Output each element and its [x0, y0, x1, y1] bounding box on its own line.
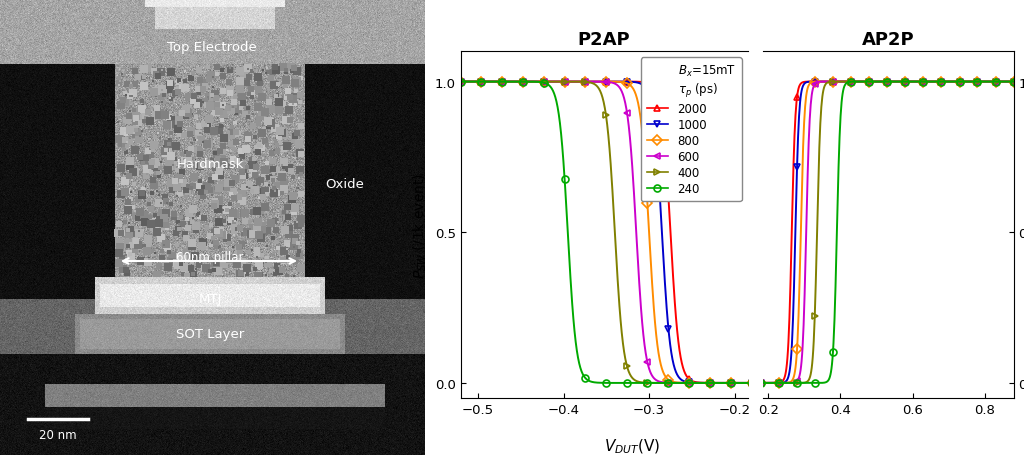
Text: 60nm pillar: 60nm pillar — [176, 251, 244, 264]
Legend: $B_x$=15mT, $\tau_p$ (ps), 2000, 1000, 800, 600, 400, 240: $B_x$=15mT, $\tau_p$ (ps), 2000, 1000, 8… — [641, 58, 741, 202]
Title: AP2P: AP2P — [862, 31, 914, 50]
Text: Oxide: Oxide — [326, 178, 365, 191]
Y-axis label: $P_{SW}$ (/1k event): $P_{SW}$ (/1k event) — [412, 172, 429, 278]
Text: Top Electrode: Top Electrode — [167, 41, 257, 55]
Text: MTJ: MTJ — [199, 293, 221, 306]
Title: P2AP: P2AP — [578, 31, 631, 50]
Text: Hardmask: Hardmask — [176, 158, 244, 171]
Text: $V_{DUT}$(V): $V_{DUT}$(V) — [603, 437, 660, 455]
Text: SOT Layer: SOT Layer — [176, 328, 244, 341]
Text: 20 nm: 20 nm — [39, 429, 77, 441]
